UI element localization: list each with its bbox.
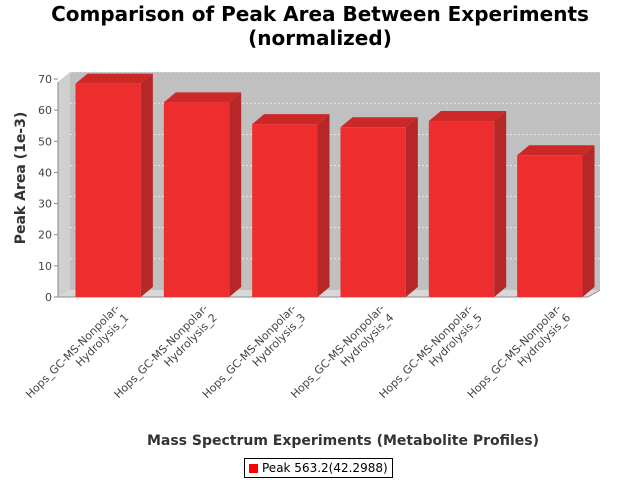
plot-floor-edge-right — [587, 289, 601, 298]
bar-front — [517, 155, 583, 297]
chart-title-line1: Comparison of Peak Area Between Experime… — [51, 2, 589, 26]
bar-top — [428, 111, 507, 122]
bar — [252, 114, 330, 298]
bar-front — [340, 127, 406, 298]
bar-front — [252, 124, 318, 298]
y-axis-label: Peak Area (1e-3) — [13, 112, 29, 245]
bar — [517, 145, 595, 297]
bar-front — [163, 102, 230, 297]
legend: Peak 563.2(42.2988) — [244, 458, 393, 478]
bar-side — [317, 114, 330, 298]
bar-top — [517, 145, 595, 156]
bar-side — [140, 73, 153, 298]
bar-side — [582, 145, 595, 297]
bar — [163, 92, 242, 297]
bar-front — [75, 83, 141, 298]
bar-top — [340, 117, 418, 128]
y-tick-label: 20 — [38, 229, 52, 242]
bar-side — [229, 92, 242, 297]
y-tick-label: 0 — [45, 291, 52, 304]
x-axis-label: Mass Spectrum Experiments (Metabolite Pr… — [147, 433, 539, 449]
bar-top — [252, 114, 330, 125]
bar-side — [494, 111, 507, 298]
y-tick-label: 60 — [38, 104, 52, 117]
y-tick-label: 30 — [38, 198, 52, 211]
bar — [75, 73, 153, 298]
gridlines — [70, 71, 600, 260]
y-tick-label: 50 — [38, 135, 52, 148]
legend-swatch — [249, 463, 258, 473]
chart-title-line2: (normalized) — [248, 26, 392, 50]
y-tick-label: 10 — [38, 260, 52, 273]
bar-front — [428, 121, 495, 298]
bar-top — [75, 73, 153, 84]
x-tick-labels: Hops_GC-MS-Nonpolar-Hydrolysis_1Hops_GC-… — [23, 302, 573, 401]
bar — [340, 117, 418, 298]
bars — [75, 73, 595, 298]
y-tick-label: 40 — [38, 166, 52, 179]
bar-side — [405, 117, 418, 298]
plot-side — [58, 72, 70, 297]
chart-title: Comparison of Peak Area Between Experime… — [0, 2, 640, 50]
legend-label: Peak 563.2(42.2988) — [262, 461, 388, 475]
bar — [428, 111, 507, 298]
x-tick-label-line: Hops_GC-MS-Nonpolar- — [23, 302, 122, 401]
y-tick-label: 70 — [38, 73, 52, 86]
y-axis: 0 10 20 30 40 50 60 70 — [38, 73, 59, 304]
bar-top — [163, 92, 242, 103]
